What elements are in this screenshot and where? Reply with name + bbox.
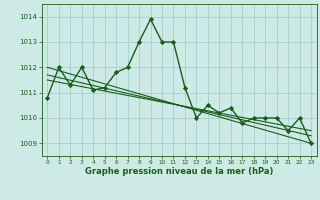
- X-axis label: Graphe pression niveau de la mer (hPa): Graphe pression niveau de la mer (hPa): [85, 167, 273, 176]
